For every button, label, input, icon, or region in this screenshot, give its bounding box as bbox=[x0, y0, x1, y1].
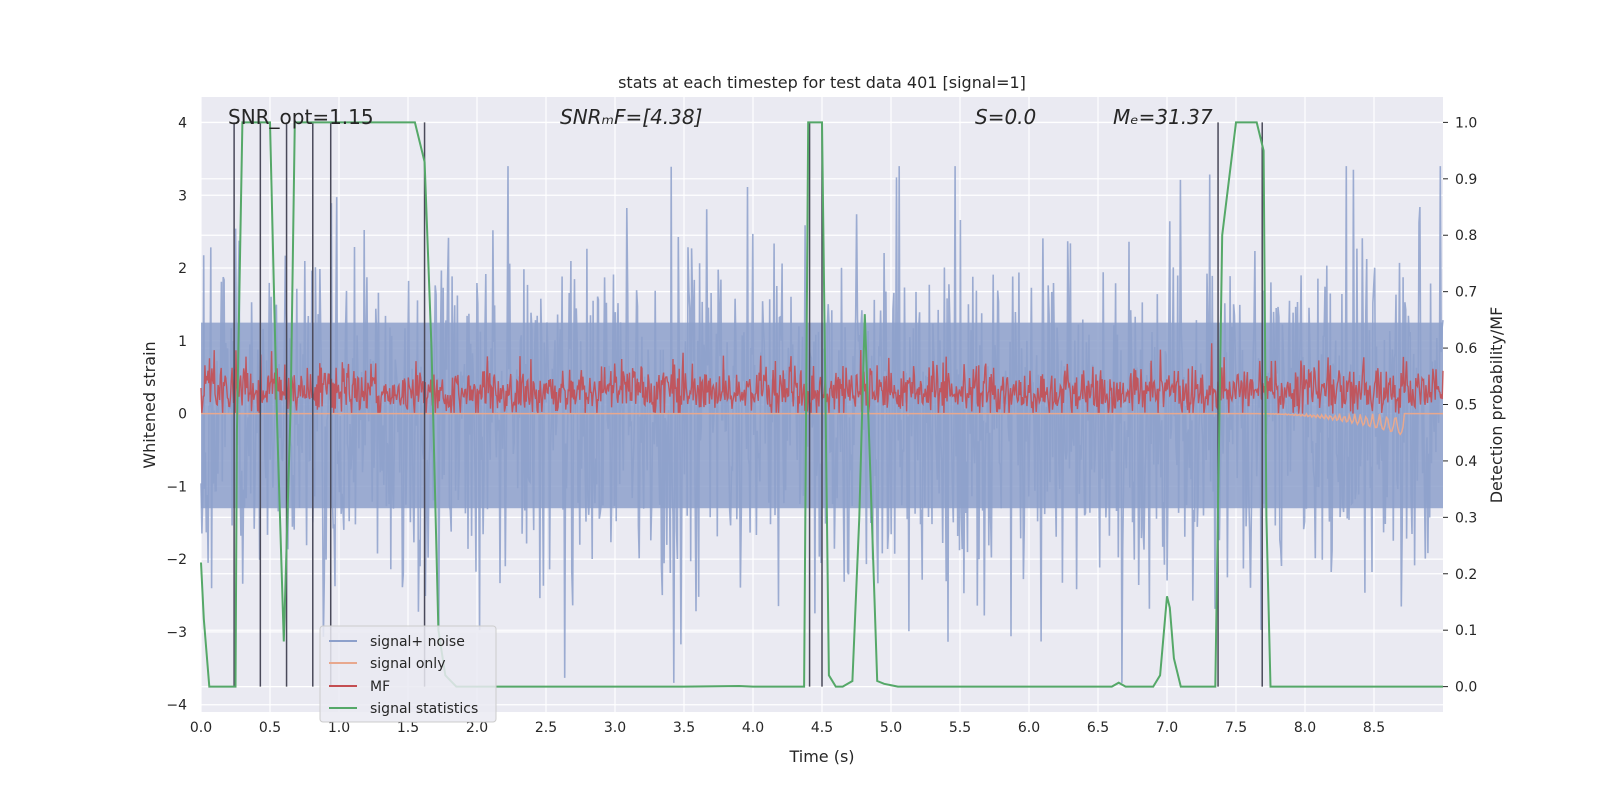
y-right-tick-label: 0.5 bbox=[1455, 398, 1477, 414]
x-tick-label: 7.0 bbox=[1156, 720, 1178, 736]
y-left-tick-label: 3 bbox=[178, 188, 187, 204]
y-right-tick-label: 0.0 bbox=[1455, 680, 1477, 696]
legend-box bbox=[319, 625, 497, 723]
y-axis-label-right: Detection probability/MF bbox=[1487, 307, 1506, 504]
annotation-snr-opt: SNR_opt=1.15 bbox=[228, 105, 374, 129]
y-right-tick-label: 0.3 bbox=[1455, 510, 1477, 526]
y-axis-label-left: Whitened strain bbox=[140, 341, 159, 468]
y-right-tick-label: 0.2 bbox=[1455, 567, 1477, 583]
x-tick-label: 8.0 bbox=[1294, 720, 1316, 736]
legend-label-signal-statistics: signal statistics bbox=[370, 701, 478, 717]
chart-title: stats at each timestep for test data 401… bbox=[618, 73, 1026, 92]
x-tick-label: 0.0 bbox=[190, 720, 212, 736]
legend-label-signal-only: signal only bbox=[370, 656, 445, 672]
x-tick-label: 3.5 bbox=[673, 720, 695, 736]
x-tick-label: 3.0 bbox=[604, 720, 626, 736]
x-axis-label: Time (s) bbox=[788, 747, 854, 766]
y-right-tick-label: 0.6 bbox=[1455, 341, 1477, 357]
x-tick-label: 0.5 bbox=[259, 720, 281, 736]
y-right-tick-label: 0.9 bbox=[1455, 172, 1477, 188]
y-left-tick-label: 0 bbox=[178, 407, 187, 423]
x-tick-label: 5.5 bbox=[949, 720, 971, 736]
y-left-tick-label: 4 bbox=[178, 115, 187, 131]
x-tick-label: 2.5 bbox=[535, 720, 557, 736]
x-tick-label: 1.5 bbox=[397, 720, 419, 736]
series-signal-statistics bbox=[200, 121, 1443, 688]
y-right-tick-label: 0.7 bbox=[1455, 285, 1477, 301]
y-right-tick-label: 1.0 bbox=[1455, 115, 1477, 131]
y-left-tick-label: 1 bbox=[178, 334, 187, 350]
annotation-s: S=0.0 bbox=[975, 105, 1036, 129]
annotation-mc: Mₑ=31.37 bbox=[1113, 105, 1213, 129]
ticks: 0.0 0.5 1.0 1.5 2.0 2.5 3.0 3.5 4.0 4.5 5.0 5.5 6.0 6… bbox=[166, 115, 1477, 736]
x-tick-label: 1.0 bbox=[328, 720, 350, 736]
y-left-tick-label: 2 bbox=[178, 261, 187, 277]
vertical-lines bbox=[233, 122, 1263, 687]
x-tick-label: 2.0 bbox=[466, 720, 488, 736]
x-tick-label: 4.5 bbox=[811, 720, 833, 736]
annotation-snr-mf: SNRₘF=[4.38] bbox=[560, 105, 702, 129]
y-right-tick-label: 0.4 bbox=[1455, 454, 1477, 470]
x-tick-label: 6.0 bbox=[1018, 720, 1040, 736]
y-left-tick-label: −2 bbox=[166, 552, 187, 568]
x-tick-label: 4.0 bbox=[742, 720, 764, 736]
signal-statistics-line bbox=[200, 121, 1443, 688]
y-left-tick-label: −4 bbox=[166, 698, 187, 714]
y-right-tick-label: 0.8 bbox=[1455, 228, 1477, 244]
legend-label-mf: MF bbox=[370, 679, 390, 695]
y-right-tick-label: 0.1 bbox=[1455, 623, 1477, 639]
x-tick-label: 7.5 bbox=[1225, 720, 1247, 736]
legend: signal+ noise signal only MF signal stat… bbox=[319, 625, 497, 723]
x-tick-label: 5.0 bbox=[880, 720, 902, 736]
x-tick-label: 8.5 bbox=[1363, 720, 1385, 736]
x-tick-label: 6.5 bbox=[1087, 720, 1109, 736]
y-left-tick-label: −1 bbox=[166, 479, 187, 495]
y-left-tick-label: −3 bbox=[166, 625, 187, 641]
legend-label-signal-noise: signal+ noise bbox=[370, 634, 465, 650]
